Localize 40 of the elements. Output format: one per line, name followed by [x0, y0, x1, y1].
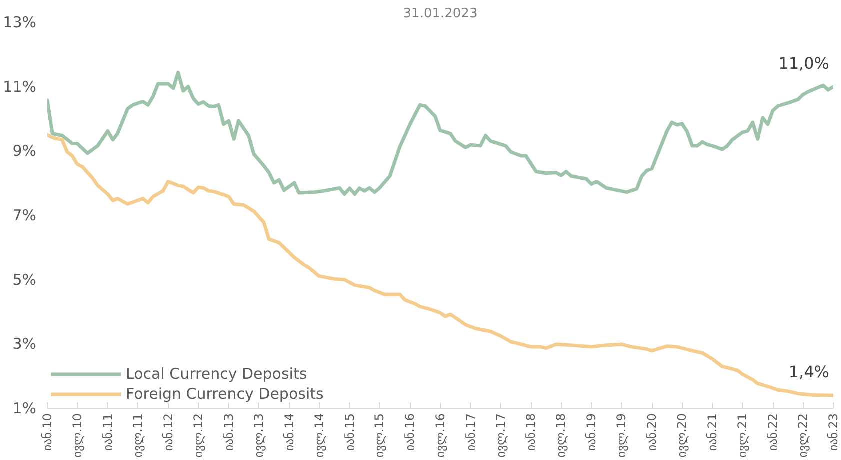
y-tick-label: 9% [12, 142, 36, 160]
x-tick-label: ივლ.16 [433, 413, 448, 458]
x-tick-label: ივლ.17 [494, 413, 508, 458]
x-tick-label: ივლ.10 [70, 413, 84, 458]
x-tick-label: იან.16 [403, 413, 418, 452]
x-tick-label: ივლ.15 [372, 413, 387, 458]
x-tick-label: იან.19 [584, 413, 599, 452]
x-tick-label: იან.18 [524, 413, 538, 452]
x-tick-label: იან.22 [766, 413, 780, 452]
x-tick-label: ივლ.20 [675, 413, 690, 458]
x-tick-label: ივლ.18 [554, 413, 568, 458]
x-tick-label: იან.12 [161, 413, 176, 452]
x-tick-label: ივლ.11 [130, 413, 145, 458]
x-tick-label: იან.17 [464, 413, 478, 452]
y-tick-label: 7% [12, 206, 36, 224]
annotation: 1,4% [788, 362, 830, 382]
x-tick-label: იან.15 [342, 413, 357, 452]
x-tick-label: ივლ.12 [191, 413, 206, 458]
x-tick-label: იან.21 [706, 413, 720, 452]
x-tick-label: იან.10 [40, 413, 54, 452]
legend-label: Foreign Currency Deposits [126, 385, 324, 403]
legend-label: Local Currency Deposits [126, 365, 308, 383]
x-tick-label: იან.23 [826, 413, 840, 452]
y-tick-label: 5% [12, 270, 36, 289]
y-tick-label: 1% [12, 400, 36, 418]
x-tick-label: იან.14 [282, 413, 296, 452]
y-tick-label: 11% [3, 78, 37, 96]
x-tick-label: ივლ.14 [312, 413, 326, 458]
chart-title: 31.01.2023 [403, 6, 478, 22]
x-tick-label: ივლ.21 [736, 413, 750, 458]
x-tick-label: იან.20 [645, 413, 660, 452]
x-tick-label: იან.13 [222, 413, 236, 452]
line-series [48, 70, 834, 196]
y-tick-label: 3% [12, 335, 36, 354]
x-tick-label: ივლ.22 [796, 413, 810, 458]
x-tick-label: იან.11 [100, 413, 115, 452]
x-tick-label: ივლ.19 [614, 413, 629, 458]
y-tick-label: 13% [3, 14, 37, 32]
x-tick-label: ივლ.13 [252, 413, 266, 458]
annotation: 11,0% [778, 54, 830, 73]
